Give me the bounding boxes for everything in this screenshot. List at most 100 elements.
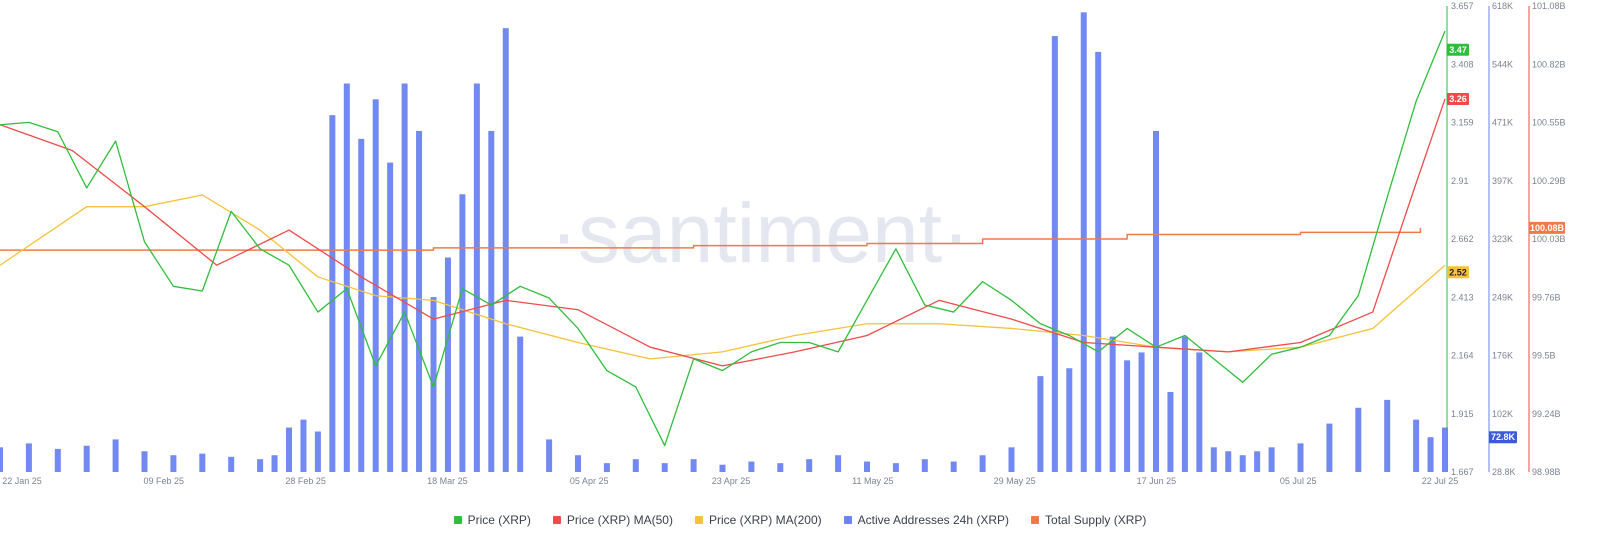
active-addresses-bar (661, 463, 668, 472)
x-tick-label: 18 Mar 25 (427, 476, 468, 486)
legend-label-ma50: Price (XRP) MA(50) (566, 513, 673, 527)
active-addresses-bar (1254, 451, 1261, 472)
active-addresses-bar (1138, 352, 1145, 472)
price-tick-label: 1.667 (1451, 467, 1474, 477)
legend-item-ma50[interactable]: Price (XRP) MA(50) (552, 510, 673, 530)
active-addresses-bar (401, 83, 408, 472)
total_supply-tick-label: 100.29B (1532, 176, 1566, 186)
x-tick-label: 23 Apr 25 (712, 476, 751, 486)
legend-label-total-supply: Total Supply (XRP) (1045, 513, 1147, 527)
active-addresses-bar (1066, 368, 1073, 472)
active-addresses-bar (199, 453, 206, 472)
active-addresses-bar (1124, 360, 1131, 472)
active-addresses-bar (387, 162, 394, 472)
legend-label-ma200: Price (XRP) MA(200) (708, 513, 822, 527)
active-addresses-bar (864, 461, 870, 472)
active-addresses-bar (444, 257, 451, 472)
price-tick-label: 2.91 (1451, 176, 1469, 186)
active-addresses-bar (141, 451, 148, 472)
legend-swatch-ma50 (552, 516, 561, 524)
active-addresses-bar (1355, 407, 1362, 472)
total-supply-line (0, 227, 1422, 251)
active-addresses-bar (54, 448, 61, 472)
chart-legend: Price (XRP) Price (XRP) MA(50) Price (XR… (0, 510, 1600, 530)
legend-item-price[interactable]: Price (XRP) (453, 510, 531, 530)
total_supply-tick-label: 99.24B (1532, 409, 1561, 419)
total_supply-tick-label: 99.5B (1532, 351, 1556, 361)
active-addresses-bar (1037, 376, 1044, 472)
active-addresses-bar (358, 138, 365, 472)
ma200-badge-bg (1447, 266, 1469, 279)
price-tick-label: 2.164 (1451, 351, 1474, 361)
active-addresses-bar (1268, 447, 1275, 472)
price-tick-label: 2.662 (1451, 234, 1474, 244)
x-tick-label: 11 May 25 (852, 476, 893, 486)
active-addresses-bar (690, 459, 697, 472)
active-addresses-bar (459, 194, 466, 472)
x-tick-label: 22 Jul 25 (1422, 476, 1459, 486)
active-addresses-bar (25, 443, 32, 472)
active-addresses-bar (835, 455, 842, 472)
active-addresses-bar (517, 336, 524, 472)
active_addresses-tick-label: 471K (1492, 118, 1513, 128)
active-addresses-bar (1181, 336, 1188, 472)
legend-swatch-active-addresses (843, 516, 852, 524)
active-addresses-bar (1008, 447, 1015, 472)
x-tick-label: 05 Jul 25 (1280, 476, 1317, 486)
active-addresses-bar (1167, 391, 1174, 472)
legend-item-total-supply[interactable]: Total Supply (XRP) (1031, 510, 1146, 530)
legend-label-price: Price (XRP) (467, 513, 531, 527)
active-addresses-bar (979, 455, 986, 472)
total_supply-tick-label: 98.98B (1532, 467, 1561, 477)
active-addresses-bar (1210, 447, 1217, 472)
x-tick-label: 05 Apr 25 (570, 476, 609, 486)
legend-item-active-addresses[interactable]: Active Addresses 24h (XRP) (843, 510, 1009, 530)
total_supply-tick-label: 99.76B (1532, 292, 1561, 302)
total_supply-tick-label: 100.82B (1532, 59, 1566, 69)
active-addresses-bar (1109, 336, 1116, 472)
active-addresses-bar (806, 459, 813, 472)
active_addresses-tick-label: 397K (1492, 176, 1513, 186)
active-addresses-bar (1427, 437, 1434, 472)
active_addresses-tick-label: 176K (1492, 351, 1513, 361)
active_addresses-tick-label: 102K (1492, 409, 1513, 419)
total_supply-tick-label: 100.03B (1532, 234, 1566, 244)
active-addresses-bar (170, 455, 177, 472)
active-addresses-bar (1196, 352, 1203, 472)
active-addresses-bar (329, 115, 336, 473)
active-addresses-bar (286, 427, 292, 472)
active-addresses-bar (0, 447, 3, 472)
legend-swatch-ma200 (694, 516, 703, 524)
active-addresses-bar (1442, 427, 1448, 472)
active-addresses-bar (257, 459, 264, 472)
active-addresses-bar (950, 461, 957, 472)
total_supply-tick-label: 100.55B (1532, 118, 1566, 128)
active-badge-bg (1489, 431, 1517, 444)
active-addresses-bar (632, 459, 639, 472)
supply-badge: 100.08B (1530, 223, 1565, 233)
active-addresses-bar (575, 455, 581, 472)
price-tick-label: 2.413 (1451, 292, 1474, 302)
legend-item-ma200[interactable]: Price (XRP) MA(200) (694, 510, 822, 530)
active-badge: 72.8K (1491, 432, 1516, 442)
active-addresses-bar (1080, 12, 1087, 473)
active-addresses-bar (83, 445, 90, 472)
supply-badge-bg (1529, 221, 1565, 234)
active-addresses-bar (1326, 423, 1333, 472)
x-tick-label: 17 Jun 25 (1137, 476, 1177, 486)
active-addresses-bar (1051, 36, 1058, 472)
active-addresses-bar (1297, 443, 1304, 472)
price-badge: 3.47 (1449, 45, 1467, 55)
active-addresses-bar (719, 464, 726, 472)
active_addresses-tick-label: 618K (1492, 1, 1513, 11)
x-tick-label: 29 May 25 (994, 476, 1036, 486)
active-addresses-bar (343, 83, 350, 472)
legend-swatch-total-supply (1031, 516, 1040, 524)
active-addresses-bar (488, 130, 495, 473)
x-tick-label: 22 Jan 25 (2, 476, 42, 486)
active_addresses-tick-label: 28.8K (1492, 467, 1516, 477)
price-tick-label: 3.408 (1451, 59, 1474, 69)
active_addresses-tick-label: 323K (1492, 234, 1513, 244)
